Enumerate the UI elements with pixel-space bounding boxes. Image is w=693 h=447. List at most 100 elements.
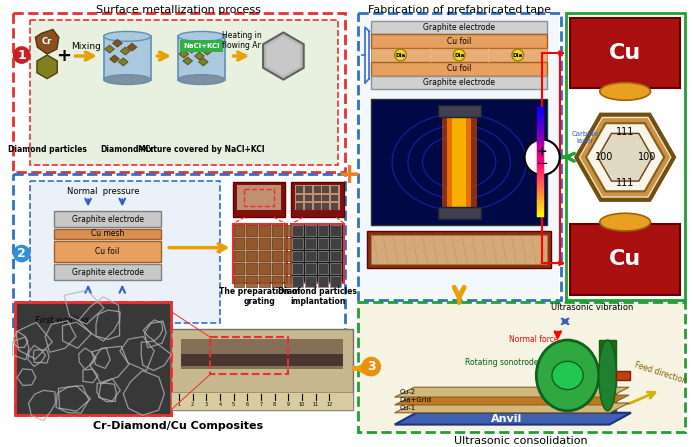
Text: Mixing: Mixing — [71, 42, 101, 51]
FancyBboxPatch shape — [272, 276, 283, 287]
Text: Carbide
layer: Carbide layer — [572, 131, 599, 144]
Polygon shape — [586, 123, 664, 191]
Text: +: + — [338, 161, 362, 189]
FancyBboxPatch shape — [246, 225, 257, 236]
FancyBboxPatch shape — [259, 263, 270, 274]
Text: Fabrication of prefabricated tape: Fabrication of prefabricated tape — [368, 5, 551, 15]
FancyBboxPatch shape — [259, 276, 270, 287]
Text: 9: 9 — [287, 402, 290, 407]
FancyBboxPatch shape — [233, 224, 288, 283]
FancyBboxPatch shape — [284, 276, 295, 287]
Text: Graphite electrode: Graphite electrode — [71, 268, 143, 277]
FancyBboxPatch shape — [234, 276, 245, 287]
FancyBboxPatch shape — [259, 251, 270, 261]
FancyBboxPatch shape — [292, 238, 303, 249]
Polygon shape — [112, 39, 122, 47]
Circle shape — [395, 49, 406, 61]
Ellipse shape — [104, 75, 150, 84]
FancyBboxPatch shape — [305, 263, 315, 274]
Circle shape — [525, 139, 560, 175]
FancyBboxPatch shape — [305, 225, 315, 236]
FancyBboxPatch shape — [15, 302, 171, 415]
Circle shape — [362, 357, 381, 376]
FancyBboxPatch shape — [371, 62, 547, 76]
Polygon shape — [198, 58, 208, 66]
FancyBboxPatch shape — [305, 203, 312, 211]
FancyBboxPatch shape — [453, 113, 466, 211]
Text: Diamond particles: Diamond particles — [8, 145, 87, 155]
FancyBboxPatch shape — [54, 264, 161, 280]
FancyBboxPatch shape — [317, 225, 328, 236]
FancyBboxPatch shape — [284, 225, 295, 236]
FancyBboxPatch shape — [30, 181, 220, 323]
FancyBboxPatch shape — [371, 34, 547, 48]
Polygon shape — [121, 47, 130, 55]
Polygon shape — [395, 395, 629, 405]
Polygon shape — [37, 55, 58, 79]
Text: 111: 111 — [616, 127, 634, 137]
FancyBboxPatch shape — [104, 36, 150, 80]
Text: Cr: Cr — [42, 37, 52, 46]
FancyBboxPatch shape — [292, 276, 303, 287]
Polygon shape — [109, 55, 119, 63]
FancyBboxPatch shape — [367, 231, 551, 268]
Text: Cu-1: Cu-1 — [400, 405, 416, 411]
Polygon shape — [395, 403, 629, 413]
FancyBboxPatch shape — [246, 238, 257, 249]
FancyBboxPatch shape — [371, 99, 547, 225]
FancyBboxPatch shape — [570, 224, 680, 295]
Circle shape — [13, 245, 30, 262]
FancyBboxPatch shape — [234, 238, 245, 249]
Text: Cu-2: Cu-2 — [400, 389, 416, 395]
Text: 12: 12 — [326, 402, 333, 407]
FancyBboxPatch shape — [246, 263, 257, 274]
Text: 111: 111 — [616, 178, 634, 188]
FancyBboxPatch shape — [322, 186, 329, 193]
FancyBboxPatch shape — [291, 182, 344, 217]
FancyBboxPatch shape — [371, 21, 547, 34]
FancyBboxPatch shape — [234, 263, 245, 274]
FancyBboxPatch shape — [314, 203, 320, 211]
Polygon shape — [267, 36, 300, 76]
FancyBboxPatch shape — [272, 238, 283, 249]
FancyBboxPatch shape — [30, 20, 338, 165]
Text: 5: 5 — [232, 402, 235, 407]
FancyBboxPatch shape — [317, 251, 328, 261]
FancyBboxPatch shape — [331, 203, 338, 211]
Text: +: + — [537, 145, 547, 158]
FancyBboxPatch shape — [371, 76, 547, 89]
FancyBboxPatch shape — [246, 276, 257, 287]
Ellipse shape — [599, 340, 616, 411]
Text: NaCl+KCl: NaCl+KCl — [183, 43, 220, 49]
Text: Anvil: Anvil — [491, 413, 523, 424]
Polygon shape — [598, 133, 653, 181]
FancyBboxPatch shape — [331, 263, 341, 274]
Text: Ultrasonic vibration: Ultrasonic vibration — [551, 303, 633, 312]
Ellipse shape — [536, 340, 599, 411]
Text: Diamond+Cr: Diamond+Cr — [100, 145, 155, 155]
FancyBboxPatch shape — [331, 225, 341, 236]
Circle shape — [13, 46, 30, 64]
Ellipse shape — [178, 31, 225, 41]
Text: Normal  pressure: Normal pressure — [67, 187, 139, 196]
FancyBboxPatch shape — [305, 251, 315, 261]
Polygon shape — [263, 33, 304, 80]
FancyBboxPatch shape — [272, 251, 283, 261]
Text: Heating in
flowing Ar: Heating in flowing Ar — [222, 31, 261, 50]
FancyBboxPatch shape — [599, 340, 616, 411]
FancyBboxPatch shape — [291, 224, 344, 283]
Text: Dia: Dia — [454, 53, 464, 58]
Text: Cu mesh: Cu mesh — [91, 229, 124, 238]
FancyBboxPatch shape — [246, 251, 257, 261]
FancyBboxPatch shape — [296, 194, 303, 202]
Text: +: + — [56, 47, 71, 65]
Text: Normal force: Normal force — [509, 334, 559, 344]
FancyBboxPatch shape — [371, 48, 547, 62]
Text: The preparation of
grating: The preparation of grating — [219, 287, 301, 306]
Text: Cu foil: Cu foil — [447, 64, 471, 73]
Polygon shape — [395, 413, 631, 425]
FancyBboxPatch shape — [181, 339, 343, 368]
Text: 11: 11 — [313, 402, 319, 407]
Text: 100: 100 — [638, 152, 656, 162]
Circle shape — [453, 49, 465, 61]
